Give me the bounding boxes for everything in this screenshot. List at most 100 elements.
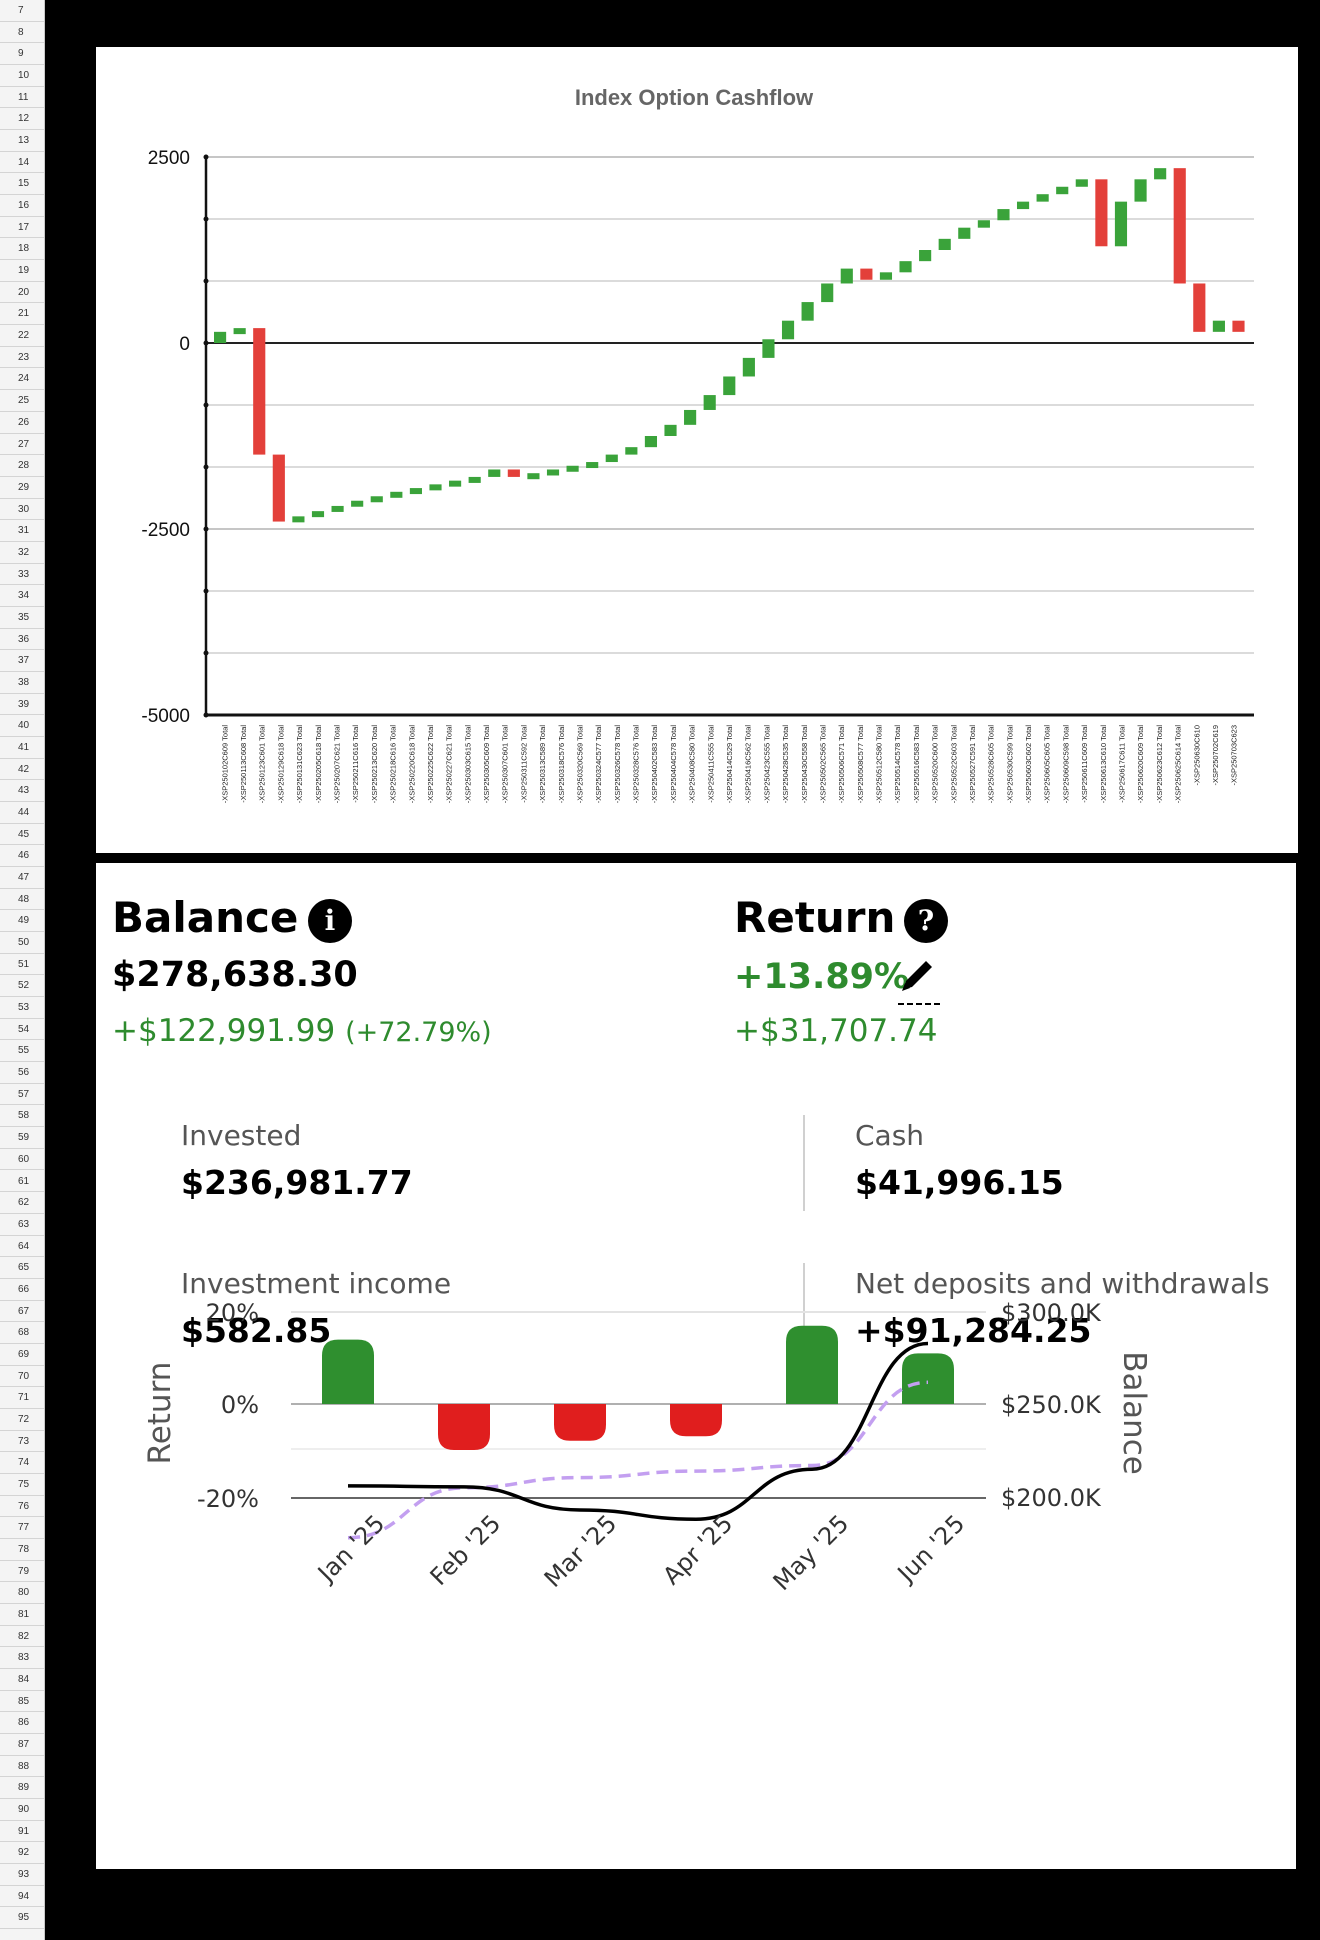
row-number: 45 (0, 824, 44, 846)
row-number: 18 (0, 238, 44, 261)
waterfall-bar (703, 395, 716, 410)
y-tick (203, 588, 209, 594)
income-value: $582.85 (181, 1311, 332, 1350)
row-number: 23 (0, 347, 44, 369)
balance-change-amount: +$122,991.99 (112, 1013, 336, 1049)
waterfall-bar (781, 320, 795, 340)
waterfall-bar (351, 500, 364, 507)
row-number: 43 (0, 780, 44, 802)
waterfall-bar (899, 261, 912, 273)
y-tick (203, 154, 209, 160)
y2-tick-label: $250.0K (1001, 1391, 1102, 1419)
income-label: Investment income (181, 1267, 452, 1300)
x-tick-label: -XSP250205C618 Total (314, 725, 323, 804)
return-pct: +13.89% (734, 957, 910, 997)
waterfall-bar (527, 473, 540, 480)
y-tick (203, 712, 209, 718)
y-tick (203, 526, 209, 532)
x-tick-label: -XSP250416C562 Total (744, 725, 753, 804)
row-number: 33 (0, 564, 44, 586)
x-tick-label: -XSP250129C618 Total (276, 725, 285, 804)
waterfall-bar (253, 328, 266, 455)
x-tick-label: Apr '25 (657, 1509, 738, 1590)
x-tick-label: -XSP250605C605 Total (1043, 725, 1052, 804)
row-number: 89 (0, 1777, 44, 1800)
row-number: 41 (0, 737, 44, 759)
x-tick-label: -XSP250623C612 Total (1155, 725, 1164, 804)
x-tick-label: -XSP250609C598 Total (1061, 725, 1070, 804)
x-tick-label: Jun '25 (891, 1509, 970, 1588)
y-tick-label: 2500 (148, 148, 190, 169)
balance-change-pct: (+72.79%) (345, 1017, 492, 1048)
waterfall-bar (546, 469, 560, 476)
info-icon[interactable]: i (308, 899, 352, 943)
waterfall-bar (1095, 179, 1108, 247)
x-tick-label: May '25 (768, 1509, 855, 1596)
x-tick-label: -XSP250508C577 Total (856, 725, 865, 804)
row-number: 30 (0, 499, 44, 521)
x-tick-label: -XSP250326C578 Total (613, 725, 622, 804)
row-number: 61 (0, 1171, 44, 1193)
row-number: 47 (0, 867, 44, 889)
y-tick-label: 0% (221, 1391, 259, 1419)
row-number: 46 (0, 845, 44, 868)
waterfall-bar (997, 209, 1010, 221)
row-number: 52 (0, 975, 44, 998)
y-tick-label: 0 (179, 334, 190, 355)
x-tick-label: -XSP250703C623 (1230, 725, 1239, 785)
row-number: 44 (0, 802, 44, 824)
row-number: 79 (0, 1561, 44, 1583)
x-tick-label: -XSP250402C583 Total (650, 725, 659, 804)
waterfall-bar (390, 491, 403, 498)
x-tick-label: -XSP250408C580 Total (688, 725, 697, 804)
row-number: 14 (0, 152, 44, 174)
x-tick-label: Jan '25 (311, 1509, 390, 1588)
row-number: 9 (0, 43, 44, 66)
x-tick-label: -XSP250514C578 Total (893, 725, 902, 804)
return-label: Return (734, 893, 896, 942)
x-tick-label: -XSP250522C603 Total (949, 725, 958, 804)
row-number: 62 (0, 1192, 44, 1214)
row-number: 91 (0, 1821, 44, 1843)
row-number: 80 (0, 1582, 44, 1605)
row-number: 70 (0, 1366, 44, 1388)
waterfall-bar (233, 328, 246, 335)
waterfall-bar (879, 272, 893, 280)
row-number: 71 (0, 1387, 44, 1409)
cashflow-chart-card: Index Option Cashflow 2500 0 -2500 -5000 -XS… (96, 47, 1298, 853)
row-number: 68 (0, 1322, 44, 1344)
row-number: 76 (0, 1496, 44, 1518)
x-tick-label: -XSP250625C614 Total (1174, 725, 1183, 804)
cash-value: $41,996.15 (855, 1163, 1064, 1202)
waterfall-bar (1232, 320, 1245, 332)
row-number: 10 (0, 65, 44, 87)
x-tick-label: -XSP250603C602 Total (1024, 725, 1033, 804)
row-number: 81 (0, 1604, 44, 1626)
x-tick-label: Mar '25 (539, 1509, 622, 1592)
pencil-icon[interactable] (898, 955, 940, 1005)
waterfall-bar (488, 469, 501, 477)
divider (803, 1115, 805, 1211)
row-number: 77 (0, 1517, 44, 1539)
waterfall-bar (1036, 194, 1049, 202)
x-tick-label: -XSP250404C578 Total (669, 725, 678, 804)
return-balance-chart: 20% 0% -20% $300.0K $250.0K $200.0K Return Bala… (142, 1299, 1152, 1596)
row-number: 20 (0, 282, 44, 304)
row-number: 16 (0, 195, 44, 217)
row-number: 67 (0, 1301, 44, 1323)
x-tick-label: -XSP250520C600 Total (931, 725, 940, 804)
waterfall-bar (742, 357, 755, 377)
row-number: 13 (0, 130, 44, 152)
row-number: 39 (0, 694, 44, 716)
question-icon[interactable]: ? (904, 899, 948, 943)
y2-tick-label: $300.0K (1001, 1299, 1102, 1327)
waterfall-bar (507, 469, 520, 477)
waterfall-bar (214, 331, 227, 343)
row-number: 22 (0, 325, 44, 347)
balance-label: Balance (112, 893, 299, 942)
row-number: 21 (0, 303, 44, 326)
row-number: 25 (0, 390, 44, 412)
x-tick-label: -XSP250313C589 Total (538, 725, 547, 804)
x-tick-label: -XSP250702C619 (1211, 725, 1220, 785)
waterfall-bar (840, 268, 853, 284)
